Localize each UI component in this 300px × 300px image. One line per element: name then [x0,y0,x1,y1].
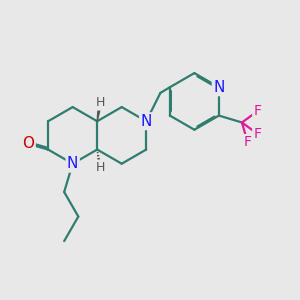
Text: N: N [140,114,152,129]
Text: F: F [244,135,252,149]
Text: F: F [254,104,262,118]
Text: H: H [95,161,105,175]
Text: N: N [213,80,225,95]
Text: O: O [22,136,34,152]
Text: N: N [67,156,78,171]
Text: F: F [254,127,262,141]
Polygon shape [97,103,102,121]
Text: H: H [95,96,105,109]
